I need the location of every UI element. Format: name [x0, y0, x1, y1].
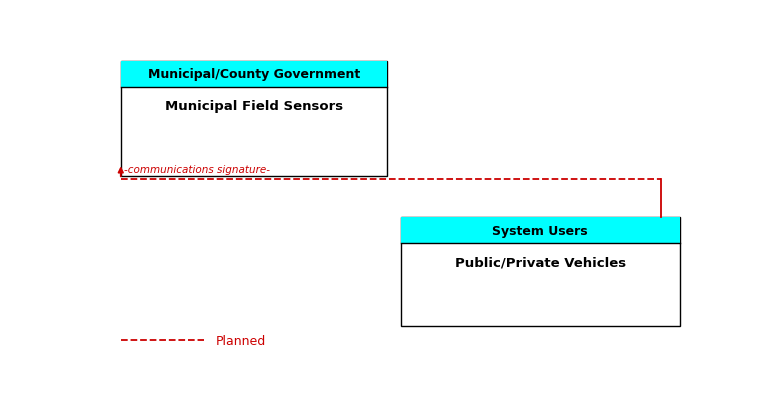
Text: -communications signature-: -communications signature- [124, 165, 270, 175]
Text: Municipal/County Government: Municipal/County Government [148, 68, 361, 81]
Bar [401, 218, 680, 243]
Bar [401, 218, 680, 326]
Text: Planned: Planned [216, 334, 266, 347]
Text: Municipal Field Sensors: Municipal Field Sensors [165, 100, 343, 113]
Text: Public/Private Vehicles: Public/Private Vehicles [454, 256, 626, 269]
Bar [120, 62, 387, 177]
Bar [120, 62, 387, 88]
Text: System Users: System Users [493, 224, 588, 237]
